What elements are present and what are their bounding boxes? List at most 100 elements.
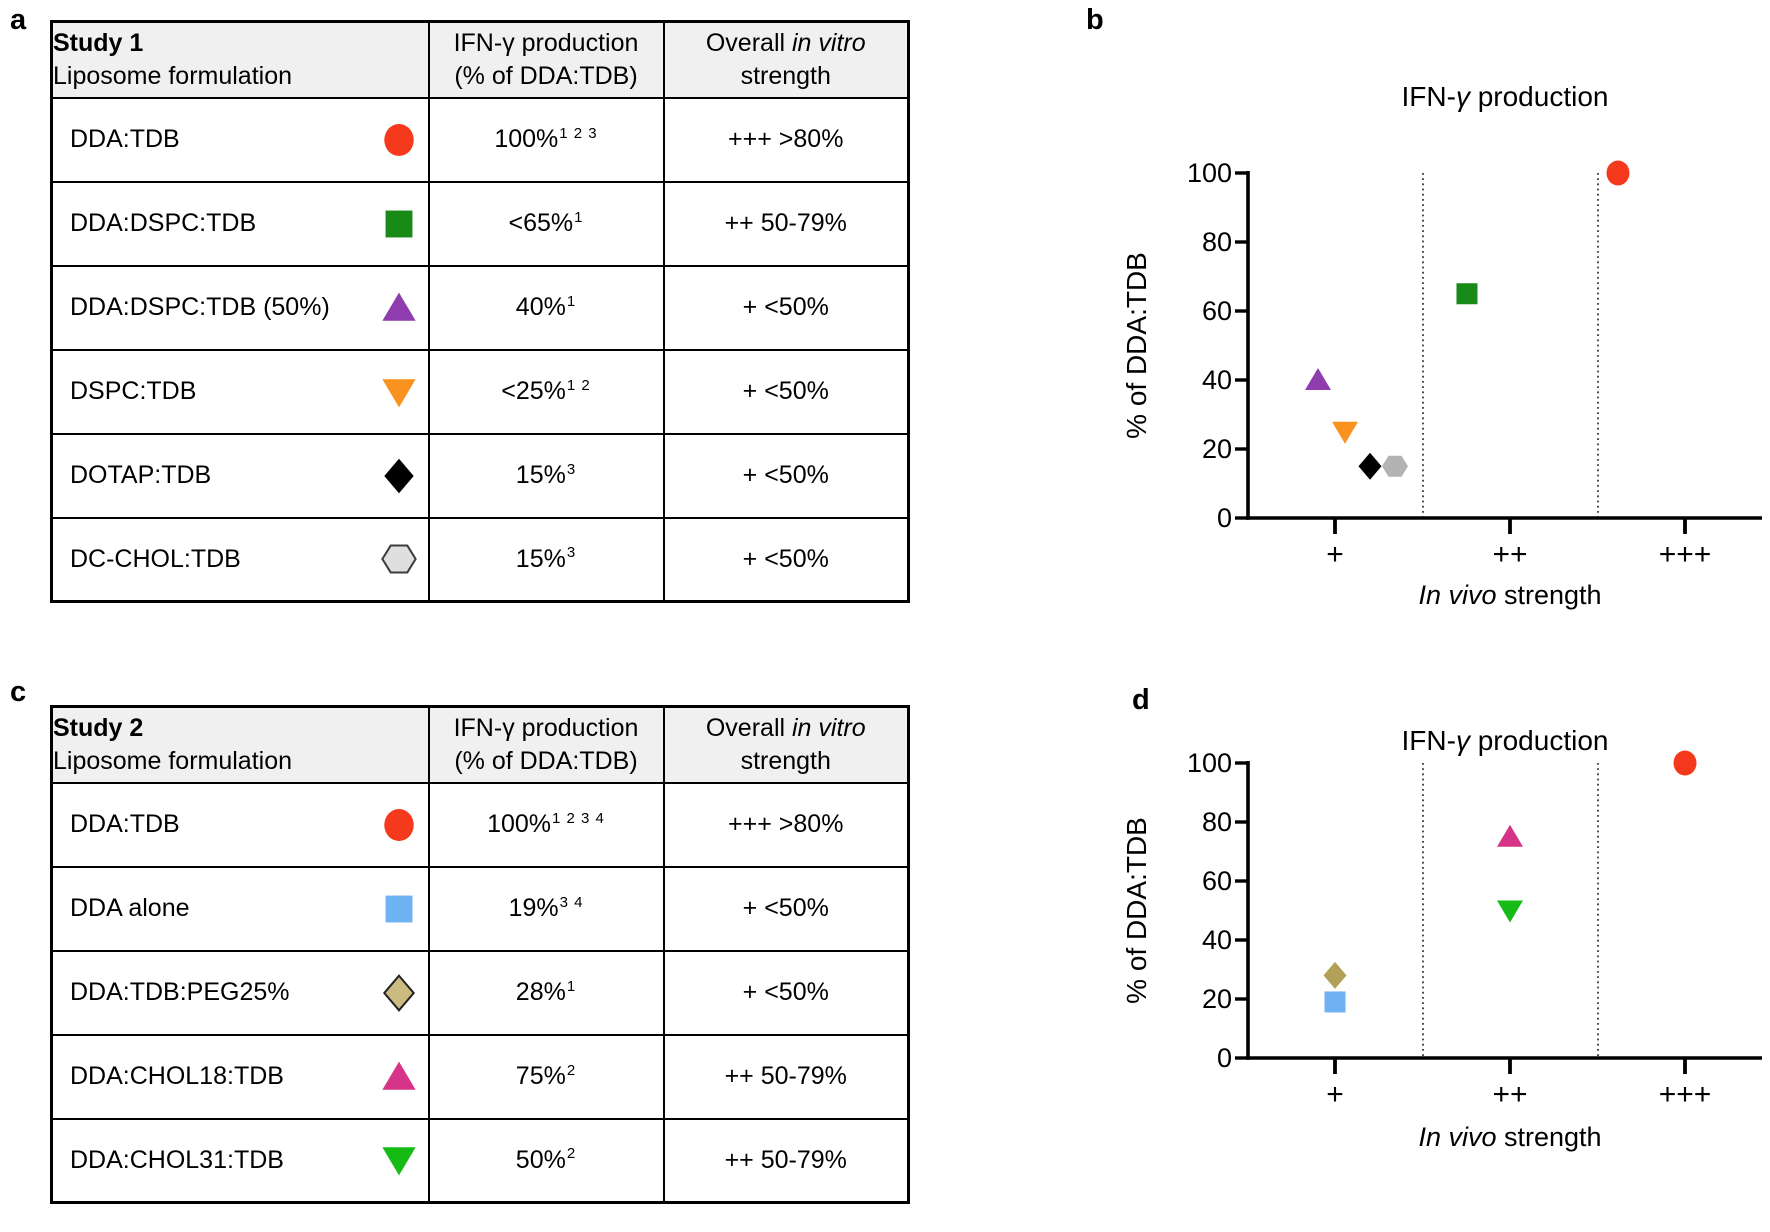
study-title: Study 2	[53, 714, 144, 743]
ifn-value-cell: 100%1 2 3 4	[427, 781, 665, 868]
x-category-label-2: ++	[1492, 538, 1527, 571]
strength-header-line1: Overall in vitro	[705, 714, 866, 743]
reference-superscript: 1	[566, 977, 577, 995]
orange-triangle-down-marker	[1332, 421, 1358, 444]
strength-header-line1: Overall in vitro	[705, 29, 866, 58]
reference-superscript: 1 2 3 4	[552, 809, 605, 827]
reference-superscript: 3 4	[559, 893, 584, 911]
study-subtitle: Liposome formulation	[53, 61, 293, 90]
formulation-name: DDA:TDB	[70, 810, 180, 838]
strength-cell: ++ 50-79%	[662, 1033, 910, 1120]
formulation-cell: DC-CHOL:TDB	[50, 516, 430, 603]
ifn-header-line1: IFN-γ production	[453, 714, 639, 743]
ifn-value-cell: 15%3	[427, 432, 665, 519]
ifn-value: 40%	[515, 293, 566, 321]
table-row-c-1: DDA alone 19%3 4 + <50%	[50, 865, 910, 952]
red-circle-legend	[379, 805, 419, 845]
green-square-legend	[379, 204, 419, 244]
orange-triangle-down-legend	[379, 372, 419, 412]
red-circle-marker	[383, 123, 414, 156]
formulation-cell: DDA:DSPC:TDB	[50, 180, 430, 267]
table-row-a-3: DSPC:TDB <25%1 2 + <50%	[50, 348, 910, 435]
ifn-value: 100%	[494, 125, 559, 153]
header-strength-cell: Overall in vitro strength	[662, 20, 910, 99]
x-axis-label: In vivo strength	[1418, 580, 1601, 610]
y-tick-label-40: 40	[1202, 365, 1232, 395]
table-row-a-5: DC-CHOL:TDB 15%3 + <50%	[50, 516, 910, 603]
strength-cell: ++ 50-79%	[662, 180, 910, 267]
gray-hexagon-marker	[380, 544, 417, 574]
y-tick-label-80: 80	[1202, 227, 1232, 257]
formulation-cell: DDA alone	[50, 865, 430, 952]
tan-diamond-marker	[382, 973, 415, 1012]
formulation-name: DDA:TDB:PEG25%	[70, 978, 290, 1006]
ifn-value: <25%	[501, 377, 566, 405]
y-tick-label-80: 80	[1202, 807, 1232, 837]
formulation-name: DDA:DSPC:TDB	[70, 209, 257, 237]
ifn-value: 50%	[515, 1145, 566, 1174]
formulation-cell: DDA:CHOL31:TDB	[50, 1117, 430, 1204]
formulation-name: DSPC:TDB	[70, 377, 197, 405]
ifn-value: <65%	[508, 209, 574, 237]
chart-title: IFN-γ production	[1402, 725, 1609, 756]
x-category-label-3: +++	[1659, 538, 1712, 571]
table-row-c-0: DDA:TDB 100%1 2 3 4 +++ >80%	[50, 781, 910, 868]
header-study-cell: Study 2 Liposome formulation	[50, 705, 430, 784]
study1-table: Study 1 Liposome formulation IFN-γ product…	[50, 20, 910, 603]
table-row-a-2: DDA:DSPC:TDB (50%) 40%1 + <50%	[50, 264, 910, 351]
reference-superscript: 2	[566, 1061, 577, 1079]
formulation-name: DDA:CHOL31:TDB	[70, 1145, 284, 1174]
green-square-marker	[385, 210, 412, 237]
y-axis-label: % of DDA:TDB	[1121, 252, 1152, 439]
header-strength-cell: Overall in vitro strength	[662, 705, 910, 784]
tan-diamond-marker	[1323, 961, 1347, 989]
table-row-c-4: DDA:CHOL31:TDB 50%2 ++ 50-79%	[50, 1117, 910, 1204]
gray-hexagon-marker	[1382, 455, 1408, 477]
ifn-value: 75%	[515, 1062, 566, 1090]
strength-cell: + <50%	[662, 865, 910, 952]
reference-superscript: 1 2	[566, 376, 591, 394]
strength-cell: +++ >80%	[662, 96, 910, 183]
black-diamond-legend	[379, 456, 419, 496]
y-tick-label-60: 60	[1202, 296, 1232, 326]
strength-cell: + <50%	[662, 264, 910, 351]
ifn-header-line1: IFN-γ production	[453, 29, 639, 58]
formulation-cell: DDA:TDB:PEG25%	[50, 949, 430, 1036]
formulation-name: DDA:CHOL18:TDB	[70, 1062, 284, 1090]
ifn-value: 28%	[515, 978, 566, 1006]
green-triangle-down-legend	[379, 1140, 419, 1180]
ifn-value-cell: 15%3	[427, 516, 665, 603]
table-header-row: Study 2 Liposome formulation IFN-γ product…	[50, 705, 910, 784]
ifn-value-cell: 28%1	[427, 949, 665, 1036]
reference-superscript: 3	[566, 460, 577, 478]
gray-hexagon-legend	[379, 539, 419, 579]
header-study-cell: Study 1 Liposome formulation	[50, 20, 430, 99]
ifn-value: 15%	[515, 544, 566, 573]
strength-header-line2: strength	[740, 61, 831, 90]
formulation-name: DOTAP:TDB	[70, 461, 212, 489]
reference-superscript: 1	[566, 292, 577, 310]
table-row-a-1: DDA:DSPC:TDB <65%1 ++ 50-79%	[50, 180, 910, 267]
blue-square-marker	[385, 895, 412, 922]
y-tick-label-0: 0	[1217, 1043, 1232, 1073]
green-triangle-down-marker	[1497, 900, 1523, 923]
formulation-cell: DDA:DSPC:TDB (50%)	[50, 264, 430, 351]
x-category-label-1: +	[1326, 538, 1344, 571]
table-row-a-4: DOTAP:TDB 15%3 + <50%	[50, 432, 910, 519]
formulation-name: DDA alone	[70, 894, 190, 922]
formulation-name: DDA:TDB	[70, 125, 180, 153]
black-diamond-marker	[1358, 452, 1382, 480]
x-category-label-1: +	[1326, 1078, 1344, 1111]
y-tick-label-100: 100	[1187, 748, 1232, 778]
header-ifn-cell: IFN-γ production (% of DDA:TDB)	[427, 20, 665, 99]
blue-square-legend	[379, 889, 419, 929]
formulation-cell: DDA:TDB	[50, 96, 430, 183]
strength-cell: ++ 50-79%	[662, 1117, 910, 1204]
x-axis-label: In vivo strength	[1418, 1122, 1601, 1152]
panel-c-label: c	[10, 676, 27, 708]
ifn-value: 100%	[487, 810, 552, 838]
study-title: Study 1	[53, 29, 144, 58]
